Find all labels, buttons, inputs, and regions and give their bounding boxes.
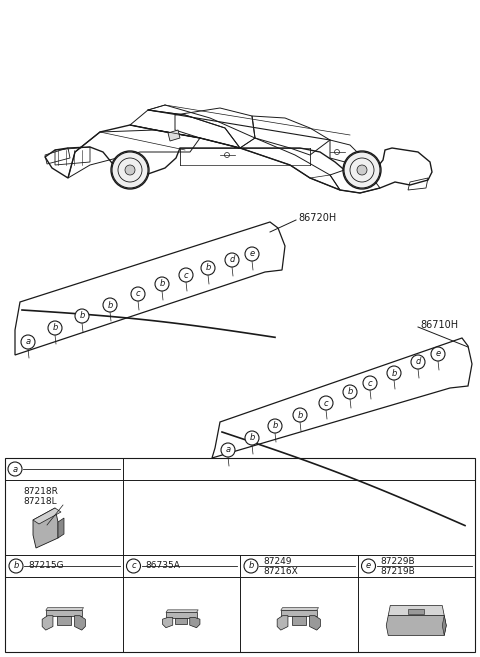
Circle shape: [293, 408, 307, 422]
Text: c: c: [324, 399, 328, 407]
Polygon shape: [386, 616, 446, 635]
Polygon shape: [42, 616, 53, 630]
Text: 87249: 87249: [263, 558, 291, 566]
Circle shape: [221, 443, 235, 457]
Circle shape: [75, 309, 89, 323]
Text: b: b: [272, 422, 278, 430]
Text: b: b: [348, 388, 353, 397]
Polygon shape: [163, 618, 173, 627]
Polygon shape: [46, 608, 84, 610]
Text: b: b: [13, 562, 19, 570]
Circle shape: [343, 385, 357, 399]
Text: b: b: [159, 279, 165, 288]
Circle shape: [431, 347, 445, 361]
Polygon shape: [33, 508, 58, 548]
Circle shape: [363, 376, 377, 390]
Circle shape: [244, 559, 258, 573]
Text: b: b: [248, 562, 254, 570]
Text: b: b: [391, 369, 396, 378]
Polygon shape: [310, 616, 320, 630]
Circle shape: [9, 559, 23, 573]
Polygon shape: [291, 616, 306, 625]
Polygon shape: [281, 610, 317, 616]
Text: c: c: [184, 271, 188, 279]
Text: c: c: [136, 290, 140, 298]
Text: 87229B: 87229B: [381, 558, 415, 566]
Text: e: e: [250, 250, 254, 258]
Text: e: e: [366, 562, 371, 570]
Circle shape: [319, 396, 333, 410]
Polygon shape: [166, 612, 196, 618]
Circle shape: [245, 431, 259, 445]
Polygon shape: [57, 616, 71, 625]
Polygon shape: [388, 606, 444, 616]
Text: 87219B: 87219B: [381, 566, 415, 576]
Circle shape: [357, 165, 367, 175]
Text: a: a: [226, 445, 230, 455]
Circle shape: [155, 277, 169, 291]
Text: b: b: [297, 411, 303, 420]
Polygon shape: [46, 610, 82, 616]
Circle shape: [225, 253, 239, 267]
Polygon shape: [277, 616, 288, 630]
Polygon shape: [58, 518, 64, 538]
Text: b: b: [249, 434, 255, 443]
Bar: [5, 458, 475, 652]
Polygon shape: [166, 610, 198, 612]
Circle shape: [179, 268, 193, 282]
Polygon shape: [168, 130, 180, 141]
Text: a: a: [25, 338, 31, 346]
Polygon shape: [74, 616, 85, 630]
Polygon shape: [190, 618, 200, 627]
Text: d: d: [415, 357, 420, 367]
Circle shape: [245, 247, 259, 261]
Text: d: d: [229, 256, 235, 265]
Circle shape: [344, 152, 380, 188]
Text: 87218R: 87218R: [23, 486, 58, 495]
Polygon shape: [408, 608, 424, 614]
Text: e: e: [435, 350, 441, 359]
Circle shape: [127, 559, 141, 573]
Circle shape: [387, 366, 401, 380]
Circle shape: [48, 321, 62, 335]
Circle shape: [411, 355, 425, 369]
Text: b: b: [79, 311, 84, 321]
Polygon shape: [33, 508, 61, 524]
Text: b: b: [108, 300, 113, 309]
Circle shape: [361, 559, 375, 573]
Polygon shape: [442, 616, 446, 635]
Circle shape: [112, 152, 148, 188]
Text: 86720H: 86720H: [298, 213, 336, 223]
Circle shape: [131, 287, 145, 301]
Circle shape: [21, 335, 35, 349]
Circle shape: [103, 298, 117, 312]
Text: 86735A: 86735A: [145, 562, 180, 570]
Text: 87216X: 87216X: [263, 566, 298, 576]
Circle shape: [201, 261, 215, 275]
Circle shape: [125, 165, 135, 175]
Text: 87215G: 87215G: [28, 562, 64, 570]
Polygon shape: [175, 618, 187, 624]
Circle shape: [8, 462, 22, 476]
Text: 87218L: 87218L: [23, 497, 57, 507]
Text: c: c: [368, 378, 372, 388]
Circle shape: [268, 419, 282, 433]
Polygon shape: [281, 608, 319, 610]
Text: b: b: [52, 323, 58, 332]
Text: c: c: [131, 562, 136, 570]
Text: a: a: [12, 464, 18, 474]
Text: 86710H: 86710H: [420, 320, 458, 330]
Text: b: b: [205, 263, 211, 273]
